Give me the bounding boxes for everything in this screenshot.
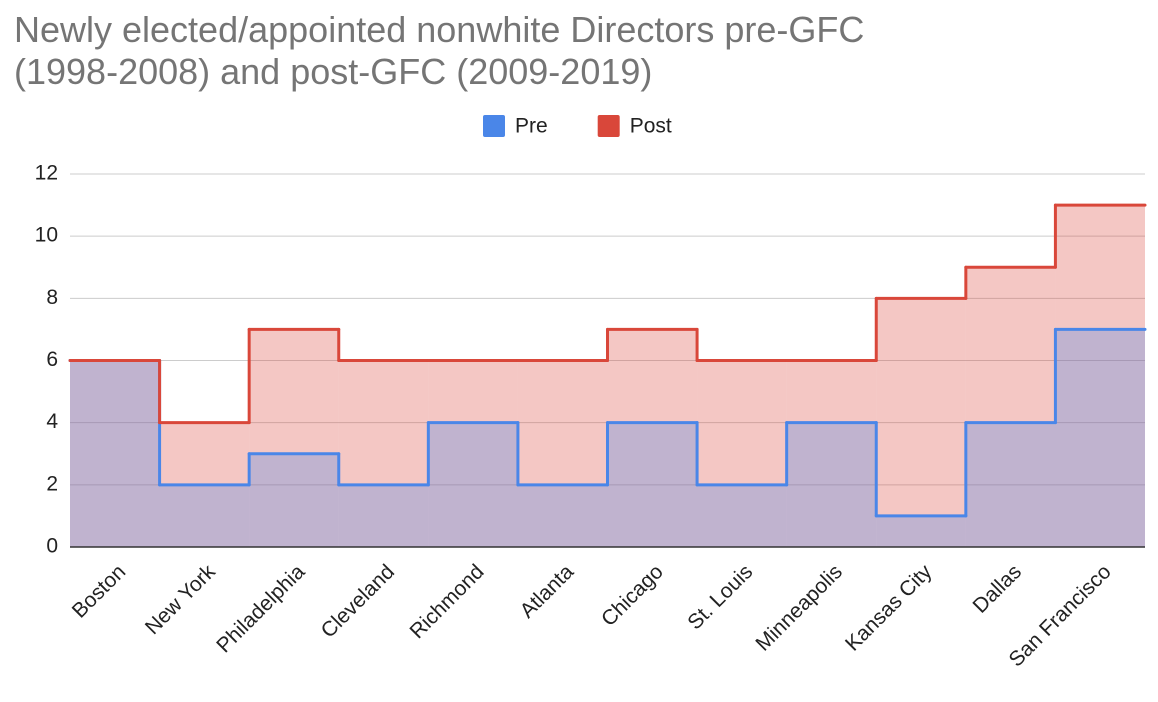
area-step [517,484,608,547]
legend-swatch [483,115,505,137]
legend-swatch [597,115,620,137]
chart-title: Newly elected/appointed nonwhite Directo… [14,9,864,92]
title-line: (1998-2008) and post-GFC (2009-2019) [14,51,652,92]
title-line: Newly elected/appointed nonwhite Directo… [14,9,864,50]
area-step [607,329,698,547]
area-step [786,422,877,547]
area-step [70,360,160,547]
area-step [1055,329,1145,547]
area-step [249,329,339,547]
area-step [1055,205,1145,548]
area-step [697,360,787,547]
area-step [876,515,966,547]
area-step [159,484,250,547]
area-step [876,298,966,547]
area-step [428,422,518,547]
y-tick-label: 2 [46,472,58,495]
area-step [607,422,698,547]
legend-label: Pre [515,115,548,138]
y-tick-label: 0 [46,535,58,558]
area-step [338,484,429,547]
y-tick-label: 10 [35,224,58,247]
legend: Pre Post [483,115,672,138]
y-tick-label: 12 [35,162,58,185]
legend-label: Post [630,115,672,138]
area-step [428,360,518,547]
y-tick-label: 6 [46,348,58,371]
area-step [249,453,339,547]
area-step [338,360,429,547]
area-step [70,360,160,547]
area-step [965,422,1056,547]
area-step [697,484,787,547]
area-step [786,360,877,547]
area-step [517,360,608,547]
y-tick-label: 4 [46,410,58,433]
area-step [965,267,1056,547]
y-tick-label: 8 [46,286,58,309]
